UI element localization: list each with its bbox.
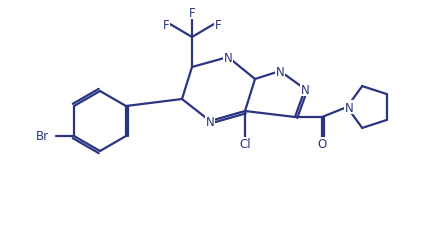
Text: N: N: [276, 65, 284, 78]
Text: N: N: [206, 115, 214, 128]
Text: N: N: [224, 51, 232, 64]
Text: F: F: [189, 6, 196, 19]
Text: N: N: [300, 83, 309, 96]
Text: N: N: [345, 101, 353, 114]
Text: F: F: [215, 18, 221, 31]
Text: Br: Br: [36, 130, 49, 143]
Text: F: F: [163, 18, 169, 31]
Text: O: O: [317, 138, 327, 151]
Text: Cl: Cl: [239, 138, 251, 151]
